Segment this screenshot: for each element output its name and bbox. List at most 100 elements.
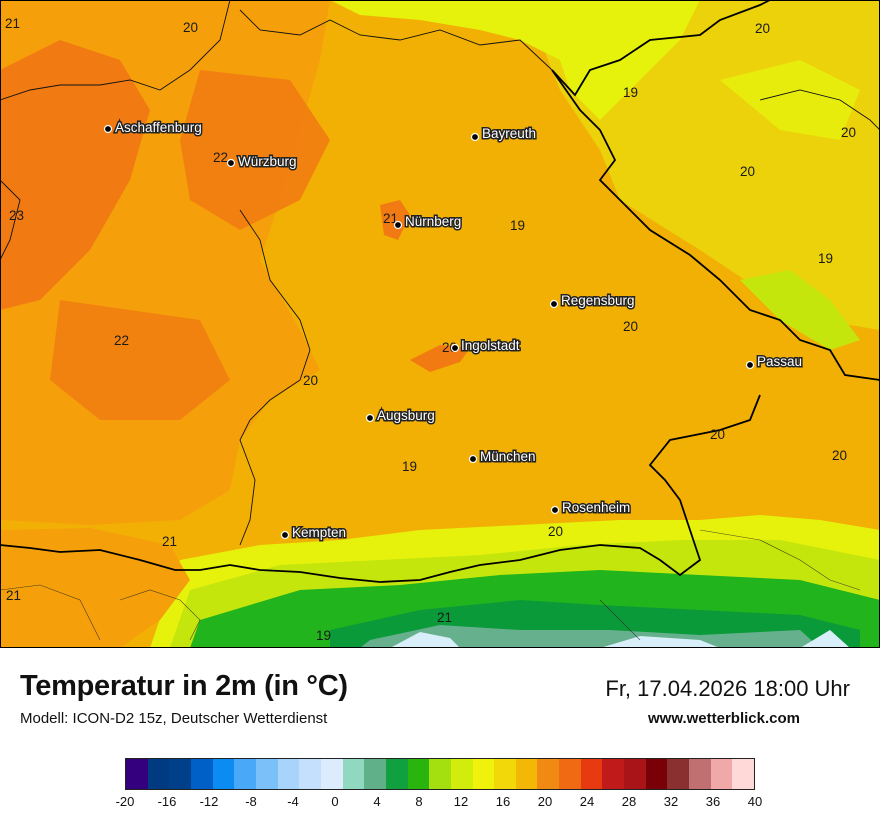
field-hot-w2 (180, 70, 330, 230)
temperature-field (0, 0, 880, 648)
field-pale-s2 (600, 636, 720, 648)
scale-swatch (212, 759, 235, 789)
scale-swatch (234, 759, 256, 789)
scale-tick-label: 4 (373, 794, 381, 809)
city-label: Kempten (292, 525, 346, 540)
field-hot-w (0, 40, 150, 310)
value-label: 22 (213, 150, 228, 165)
field-warm-sw (0, 528, 190, 648)
value-label: 20 (303, 373, 318, 388)
field-yellow-ne2 (720, 60, 860, 140)
scale-swatch (320, 759, 343, 789)
value-label: 21 (6, 588, 21, 603)
value-label: 20 (740, 164, 755, 179)
city-dot (226, 158, 236, 168)
city-label: Augsburg (377, 408, 435, 423)
scale-tick-label: 36 (705, 794, 721, 809)
city-wuerzburg: Würzburg (226, 153, 298, 171)
value-label: 20 (183, 20, 198, 35)
forecast-datetime: Fr, 17.04.2026 18:00 Uhr (605, 676, 850, 701)
city-label: Aschaffenburg (115, 120, 202, 135)
field-lime-e (740, 270, 860, 350)
value-label: 19 (623, 85, 638, 100)
scale-tick-label: -16 (157, 794, 177, 809)
city-regensburg: Regensburg (549, 292, 636, 310)
scale-tick-label: 28 (621, 794, 637, 809)
district-borders (0, 529, 861, 641)
state-borders (0, 0, 880, 546)
city-dot (450, 343, 460, 353)
map-canvas: 21 20 20 19 20 22 23 21 19 20 19 22 20 2… (0, 0, 880, 648)
footer: Temperatur in 2m (in °C) Modell: ICON-D2… (0, 648, 880, 830)
value-label: 20 (755, 21, 770, 36)
value-label: 20 (841, 125, 856, 140)
city-rosenheim: Rosenheim (550, 499, 632, 517)
scale-tick-label: 12 (453, 794, 469, 809)
field-hot-sw (50, 300, 230, 420)
value-labels: 21 20 20 19 20 22 23 21 19 20 19 22 20 2… (5, 16, 856, 643)
scale-swatch (147, 759, 170, 789)
city-aschaffenburg: Aschaffenburg (103, 119, 203, 137)
city-label: Ingolstadt (461, 338, 520, 353)
value-label: 22 (114, 333, 129, 348)
city-augsburg: Augsburg (365, 407, 436, 425)
scale-tick-label: -20 (115, 794, 135, 809)
city-ingolstadt: Ingolstadt (450, 337, 521, 355)
national-border (0, 0, 880, 583)
scale-swatch (450, 759, 473, 789)
scale-swatch (299, 759, 321, 789)
scale-tick-label: 32 (663, 794, 679, 809)
city-muenchen: München (468, 448, 537, 466)
city-bayreuth: Bayreuth (470, 125, 538, 143)
city-passau: Passau (745, 353, 804, 371)
value-label: 19 (818, 251, 833, 266)
scale-tick-label: 8 (415, 794, 423, 809)
scale-swatch (515, 759, 538, 789)
scale-swatch (126, 759, 148, 789)
scale-swatch (667, 759, 690, 789)
scale-swatch (494, 759, 516, 789)
scale-tick-label: 20 (537, 794, 553, 809)
city-dot (470, 132, 480, 142)
city-label: Würzburg (238, 154, 297, 169)
value-label: 20 (623, 319, 638, 334)
value-label: 19 (402, 459, 417, 474)
value-label: 19 (510, 218, 525, 233)
scale-swatch (537, 759, 560, 789)
scale-swatch (602, 759, 625, 789)
city-kempten: Kempten (280, 524, 348, 542)
value-label: 20 (548, 524, 563, 539)
city-label: Passau (757, 354, 802, 369)
city-dot (549, 299, 559, 309)
scale-swatch (429, 759, 451, 789)
city-dot (365, 413, 375, 423)
value-label: 20 (710, 427, 725, 442)
field-hot-nurnberg (380, 200, 410, 240)
scale-swatch (710, 759, 733, 789)
scale-swatch (385, 759, 408, 789)
value-label: 21 (5, 16, 20, 31)
scale-swatch (689, 759, 711, 789)
map-title: Temperatur in 2m (in °C) (20, 670, 348, 702)
scale-swatch (472, 759, 495, 789)
city-dot (468, 454, 478, 464)
city-dot (550, 505, 560, 515)
scale-swatch (255, 759, 278, 789)
borders (0, 0, 880, 641)
scale-tick-label: -4 (287, 794, 299, 809)
city-dot (280, 530, 290, 540)
city-label: München (480, 449, 536, 464)
city-dot (393, 220, 403, 230)
value-label: 20 (832, 448, 847, 463)
scale-swatch (364, 759, 386, 789)
city-label: Bayreuth (482, 126, 536, 141)
value-label: 21 (437, 610, 452, 625)
temperature-map: 21 20 20 19 20 22 23 21 19 20 19 22 20 2… (0, 0, 880, 648)
value-label: 21 (162, 534, 177, 549)
field-pale-s1 (390, 632, 460, 648)
model-info: Modell: ICON-D2 15z, Deutscher Wetterdie… (20, 710, 328, 727)
color-scale (125, 758, 755, 790)
city-dot (745, 360, 755, 370)
website-link[interactable]: www.wetterblick.com (648, 710, 800, 727)
scale-tick-label: 40 (747, 794, 763, 809)
